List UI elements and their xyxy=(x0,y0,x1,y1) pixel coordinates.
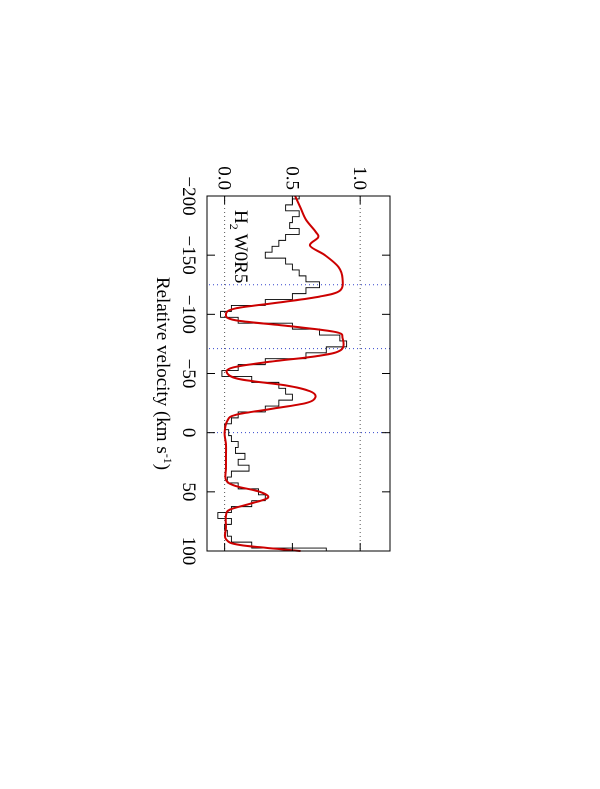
x-axis-title-end: ) xyxy=(152,464,173,470)
x-axis-title-main: Relative velocity (km s xyxy=(152,277,173,454)
y-tick-label: 0.5 xyxy=(281,166,302,190)
x-tick-label: −100 xyxy=(178,295,199,334)
x-tick-label: −200 xyxy=(178,176,199,215)
data-line xyxy=(217,196,348,551)
x-tick-label: 100 xyxy=(178,537,199,566)
x-tick-label: 0 xyxy=(178,428,199,438)
y-tick-label: 0.0 xyxy=(214,166,235,190)
y-tick-label: 1.0 xyxy=(349,166,370,190)
line-label-line: W0R5 xyxy=(230,234,251,284)
plot: −200 −150 −100 −50 0 50 100 0.0 0.5 1.0 Relative v… xyxy=(152,166,391,566)
x-tick-label: −50 xyxy=(178,359,199,389)
x-tick-label: −150 xyxy=(178,236,199,275)
x-axis-title-sup: -1 xyxy=(161,454,175,464)
model-line xyxy=(223,195,345,552)
x-axis-title: Relative velocity (km s-1) xyxy=(152,277,175,470)
line-label: H2 W0R5 xyxy=(227,210,251,283)
line-label-sub: 2 xyxy=(227,224,241,230)
line-label-species: H xyxy=(230,210,251,224)
x-tick-label: 50 xyxy=(178,482,199,501)
